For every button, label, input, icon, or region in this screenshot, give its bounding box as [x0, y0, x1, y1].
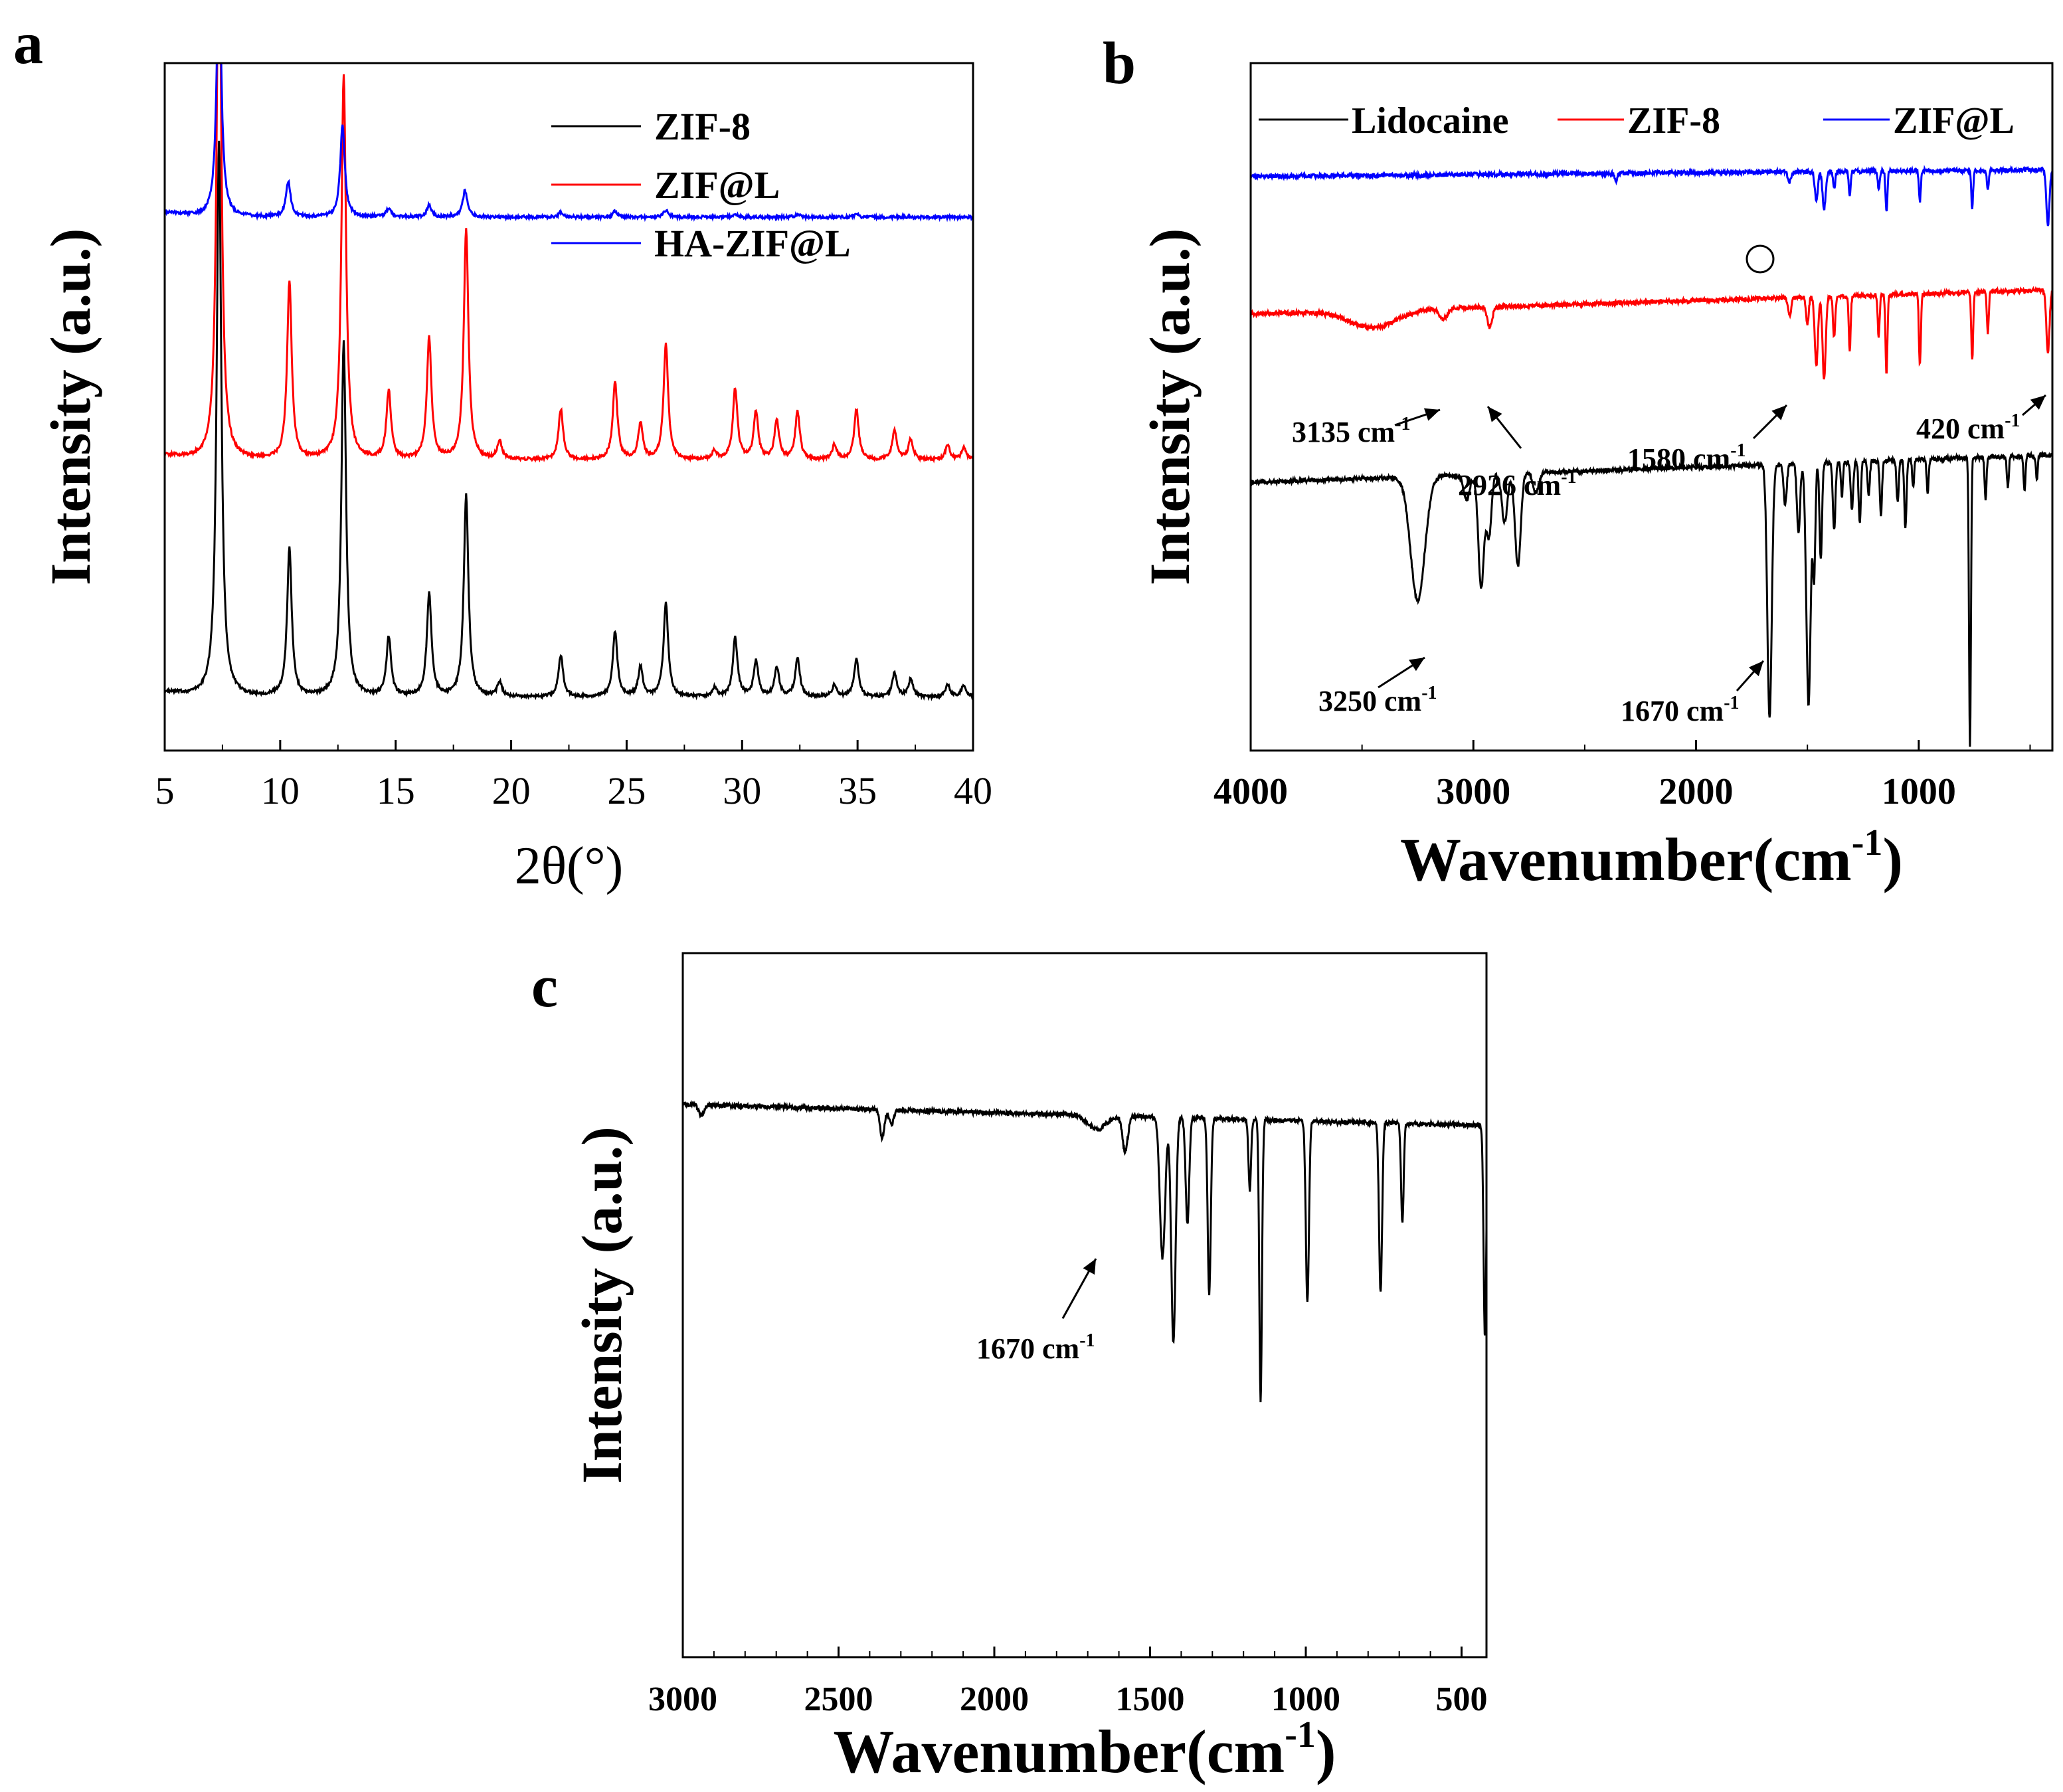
annotation-label: 1670 cm-1: [1621, 693, 1740, 727]
x-axis-label: Wavenumber(cm-1): [1400, 822, 1903, 893]
annotation-sup: -1: [1730, 440, 1746, 461]
x-tick-label: 3000: [648, 1680, 717, 1718]
panel-letter-b: b: [1103, 31, 1136, 96]
series-line-zif-8: [1251, 286, 2052, 380]
x-tick-label: 20: [492, 769, 531, 812]
annotation-arrowhead: [1748, 661, 1763, 677]
legend: ZIF-8 ZIF@L HA-ZIF@L: [551, 105, 851, 265]
x-tick-label: 4000: [1213, 771, 1288, 812]
legend-label: ZIF@L: [1893, 100, 2015, 141]
annotation-label: 1580 cm-1: [1627, 440, 1746, 475]
x-tick-label: 1000: [1271, 1680, 1340, 1718]
x-tick-label: 35: [838, 769, 877, 812]
x-tick-label: 25: [607, 769, 646, 812]
panel-letter-a: a: [13, 11, 43, 76]
annotation-text: 1580 cm: [1627, 442, 1730, 475]
x-axis-label-close: ): [1882, 826, 1903, 893]
legend-label: ZIF-8: [654, 105, 751, 148]
x-tick-label: 2500: [804, 1680, 873, 1718]
annotation-sup: -1: [2005, 410, 2020, 431]
annotation-arrowhead: [1083, 1259, 1096, 1275]
plot-frame: [1249, 62, 2054, 752]
x-axis-label-close: ): [1316, 1718, 1336, 1785]
x-axis-label-main: Wavenumber(cm: [1400, 826, 1852, 893]
annotation-label: 420 cm-1: [1916, 410, 2020, 445]
annotation-sup: -1: [1421, 683, 1437, 703]
annotation-label: 2926 cm-1: [1458, 467, 1577, 501]
panel-letter-c: c: [531, 954, 558, 1020]
legend: Lidocaine ZIF-8 ZIF@L: [1259, 100, 2015, 141]
x-tick-label: 30: [723, 769, 761, 812]
legend-label: ZIF@L: [654, 163, 780, 207]
x-tick-label: 2000: [1659, 771, 1734, 812]
annotation-label: 3135 cm-1: [1292, 414, 1411, 448]
series-group: [683, 1100, 1486, 1403]
annotation-label: 3250 cm-1: [1318, 683, 1437, 717]
series-group: [1251, 165, 2052, 747]
series-group: [165, 63, 973, 701]
y-axis-label: Intensity (a.u.): [570, 1126, 634, 1484]
x-axis-label-sup: -1: [1285, 1714, 1316, 1755]
series-line-zif-l: [165, 63, 973, 464]
plot-frame: [681, 952, 1488, 1658]
series-line-zif-l: [1251, 165, 2052, 226]
series-line-ha-zif-l: [165, 63, 973, 223]
x-tick-label: 3000: [1436, 771, 1510, 812]
highlight-circle: [1746, 244, 1775, 274]
y-axis-label: Intensity (a.u.): [1138, 228, 1202, 586]
x-axis-label-main: Wavenumber(cm: [834, 1718, 1285, 1785]
annotation-text: 3250 cm: [1318, 685, 1421, 717]
y-axis-label: Intensity (a.u.): [39, 228, 102, 586]
annotation-text: 420 cm: [1916, 412, 2005, 445]
x-tick-label: 500: [1435, 1680, 1487, 1718]
x-tick-label: 5: [155, 769, 175, 812]
series-line-lidocaine: [1251, 450, 2052, 747]
annotation-text: 1670 cm: [1621, 695, 1724, 727]
annotation-sup: -1: [1395, 414, 1410, 434]
x-tick-label: 40: [954, 769, 992, 812]
x-tick-label: 10: [261, 769, 300, 812]
annotation-arrowhead: [1771, 405, 1787, 420]
annotation-arrowhead: [1423, 408, 1440, 421]
annotation-text: 3135 cm: [1292, 416, 1395, 448]
annotation-text: 2926 cm: [1458, 469, 1561, 501]
x-axis-label: Wavenumber(cm-1): [834, 1714, 1336, 1785]
x-tick-label: 2000: [960, 1680, 1029, 1718]
series-line-zif-8: [165, 140, 973, 701]
series-line-ha-zif-l: [683, 1100, 1486, 1403]
annotation-sup: -1: [1561, 467, 1576, 488]
annotation-text: 1670 cm: [976, 1332, 1079, 1365]
x-tick-label: 1500: [1115, 1680, 1184, 1718]
panel-a: a 5 10 15 20 25 30 35 40 2θ(°) Intensity (a.u.) ZIF…: [13, 11, 992, 895]
annotation-arrowhead: [1488, 406, 1502, 422]
legend-label: Lidocaine: [1352, 100, 1508, 141]
x-tick-label: 1000: [1882, 771, 1956, 812]
x-axis-label-sup: -1: [1852, 822, 1883, 863]
annotation-arrowhead: [2030, 395, 2046, 410]
x-axis-label: 2θ(°): [515, 837, 624, 895]
x-tick-label: 15: [377, 769, 415, 812]
annotation-arrowhead: [1409, 658, 1425, 672]
annotation-label: 1670 cm-1: [976, 1330, 1095, 1365]
legend-label: HA-ZIF@L: [654, 222, 851, 265]
legend-label: ZIF-8: [1627, 100, 1720, 141]
annotation-sup: -1: [1724, 693, 1739, 713]
annotation-sup: -1: [1079, 1330, 1095, 1351]
